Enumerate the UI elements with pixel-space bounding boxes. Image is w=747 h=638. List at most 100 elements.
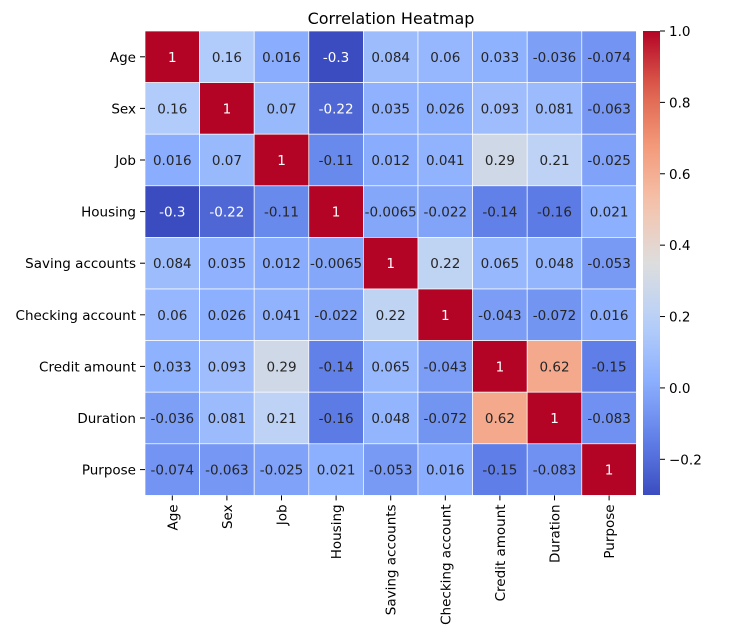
cell-annotation: -0.22 bbox=[319, 101, 354, 117]
heatmap-cell bbox=[581, 82, 637, 135]
heatmap-cell bbox=[472, 340, 528, 393]
row-tick-label: Job bbox=[114, 153, 136, 169]
colorbar-tick-label: 1.0 bbox=[669, 24, 690, 40]
colorbar-gradient bbox=[643, 31, 660, 495]
heatmap-cell bbox=[308, 237, 364, 290]
cell-annotation: -0.025 bbox=[260, 463, 304, 479]
cell-annotation: 1 bbox=[168, 50, 177, 66]
cell-annotation: 0.22 bbox=[430, 256, 460, 272]
cell-annotation: -0.063 bbox=[205, 463, 249, 479]
cell-annotation: 0.065 bbox=[371, 359, 410, 375]
heatmap-cell bbox=[144, 185, 200, 238]
cell-annotation: -0.14 bbox=[319, 359, 354, 375]
cell-annotation: -0.0065 bbox=[310, 256, 362, 272]
heatmap-cell bbox=[472, 82, 528, 135]
heatmap-cell bbox=[144, 30, 200, 83]
row-tick-labels: Age Sex Job Housing Saving accounts Checking … bbox=[16, 50, 145, 479]
heatmap-cell bbox=[199, 133, 255, 187]
cell-annotation: 0.22 bbox=[376, 308, 406, 324]
cell-annotation: 1 bbox=[223, 101, 232, 117]
heatmap-cell bbox=[581, 237, 637, 290]
heatmap-cell bbox=[308, 82, 364, 135]
cell-annotation: 0.16 bbox=[157, 101, 187, 117]
column-tick-label: Checking account bbox=[438, 504, 454, 624]
heatmap-cell bbox=[581, 391, 637, 445]
colorbar-tick-label: 0.2 bbox=[669, 310, 690, 326]
heatmap-cell bbox=[144, 443, 200, 496]
heatmap-cell bbox=[199, 237, 255, 290]
cell-annotation: 0.093 bbox=[208, 359, 247, 375]
heatmap-cell bbox=[363, 30, 419, 83]
cell-annotation: -0.043 bbox=[424, 359, 468, 375]
cell-annotation: 0.016 bbox=[426, 463, 465, 479]
cell-annotation: -0.022 bbox=[424, 205, 468, 221]
column-tick-label: Housing bbox=[329, 504, 345, 559]
heatmap-cell bbox=[472, 391, 528, 445]
cell-annotation: 0.62 bbox=[539, 359, 569, 375]
cell-annotation: 0.29 bbox=[485, 153, 515, 169]
heatmap-cell bbox=[199, 340, 255, 393]
cell-annotation: -0.043 bbox=[478, 308, 522, 324]
cell-annotation: 0.048 bbox=[371, 411, 410, 427]
heatmap-cell bbox=[253, 237, 310, 290]
heatmap-cell bbox=[363, 288, 419, 341]
colorbar-tick-label: 0.8 bbox=[669, 95, 690, 111]
cell-annotation: -0.16 bbox=[537, 205, 572, 221]
cell-annotation: -0.025 bbox=[587, 153, 631, 169]
cell-annotation: 0.026 bbox=[208, 308, 247, 324]
cell-annotation: 0.065 bbox=[481, 256, 520, 272]
cell-annotation: 0.041 bbox=[426, 153, 465, 169]
row-tick-label: Age bbox=[110, 50, 136, 66]
cell-annotation: 0.016 bbox=[153, 153, 192, 169]
heatmap-cell bbox=[526, 30, 583, 83]
cell-annotation: -0.074 bbox=[151, 463, 195, 479]
heatmap-cell bbox=[581, 133, 637, 187]
cell-annotation: 0.048 bbox=[535, 256, 574, 272]
cell-annotation: -0.053 bbox=[369, 463, 413, 479]
chart-title: Correlation Heatmap bbox=[308, 9, 475, 28]
cell-annotation: 0.084 bbox=[153, 256, 192, 272]
cell-annotation: 0.041 bbox=[262, 308, 301, 324]
column-tick-label: Credit amount bbox=[493, 504, 509, 601]
cell-annotation: 0.021 bbox=[590, 205, 629, 221]
heatmap-cell bbox=[144, 340, 200, 393]
cell-annotation: 0.29 bbox=[266, 359, 296, 375]
cell-annotation: -0.063 bbox=[587, 101, 631, 117]
cell-annotation: -0.22 bbox=[209, 205, 244, 221]
cell-annotation: 0.035 bbox=[371, 101, 410, 117]
column-tick-label: Saving accounts bbox=[384, 504, 400, 615]
heatmap-cell bbox=[363, 133, 419, 187]
heatmap-cell bbox=[144, 288, 200, 341]
heatmap-cell bbox=[417, 30, 473, 83]
heatmap-cell bbox=[199, 30, 255, 83]
heatmap-annotations: 1 0.16 0.016 -0.3 0.084 0.06 0.033 -0.036 -0.074… bbox=[151, 50, 631, 479]
cell-annotation: 0.081 bbox=[208, 411, 247, 427]
cell-annotation: 1 bbox=[441, 308, 450, 324]
heatmap-cell bbox=[526, 288, 583, 341]
colorbar-tick-label: 0.4 bbox=[669, 238, 690, 254]
colorbar-tick-label: 0.6 bbox=[669, 167, 690, 183]
cell-annotation: -0.14 bbox=[482, 205, 517, 221]
heatmap-cell bbox=[199, 443, 255, 496]
column-tick-label: Purpose bbox=[602, 504, 618, 558]
heatmap-cell bbox=[253, 288, 310, 341]
column-tick-label: Age bbox=[165, 504, 181, 530]
cell-annotation: -0.3 bbox=[159, 205, 185, 221]
heatmap-cell bbox=[253, 30, 310, 83]
heatmap-cell bbox=[308, 391, 364, 445]
cell-annotation: 0.021 bbox=[317, 463, 356, 479]
cell-annotation: 0.026 bbox=[426, 101, 465, 117]
heatmap-cell bbox=[581, 443, 637, 496]
cell-annotation: -0.022 bbox=[314, 308, 358, 324]
cell-annotation: 0.016 bbox=[262, 50, 301, 66]
heatmap-cell bbox=[417, 391, 473, 445]
heatmap-cell bbox=[472, 133, 528, 187]
cell-annotation: 0.035 bbox=[208, 256, 247, 272]
colorbar-tick-label: −0.2 bbox=[669, 452, 702, 468]
heatmap-cell bbox=[253, 391, 310, 445]
column-tick-labels: Age Sex Job Housing Saving accounts Checking … bbox=[165, 495, 618, 625]
heatmap-cell bbox=[363, 82, 419, 135]
cell-annotation: 0.084 bbox=[371, 50, 410, 66]
cell-annotation: 1 bbox=[496, 359, 505, 375]
